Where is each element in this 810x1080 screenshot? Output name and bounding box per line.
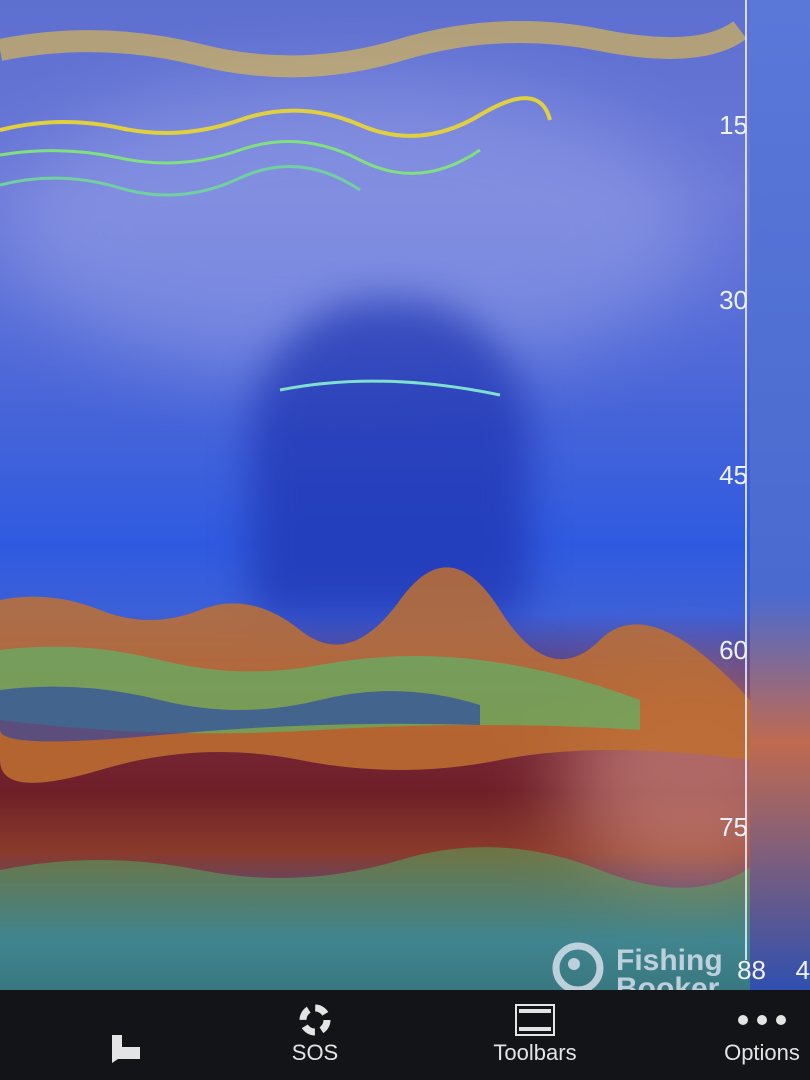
watermark-line1: Fishing [616, 944, 723, 977]
more-dots-icon [712, 1000, 810, 1040]
fish-arch [0, 140, 481, 175]
scale-label: 4 [795, 955, 810, 985]
waypoint-flag-icon [95, 1028, 155, 1068]
depth-label: 30 [719, 285, 748, 315]
fishingbooker-watermark: Fishing Booker [548, 940, 723, 990]
fish-arch [0, 96, 552, 138]
fishingbooker-logo-icon [552, 942, 604, 990]
options-label: Options [724, 1040, 800, 1065]
lifebuoy-icon [280, 1000, 350, 1040]
depth-label: 45 [719, 460, 748, 490]
options-button[interactable]: Options [712, 1000, 810, 1066]
sonar-display: 15 30 45 60 75 88 4 Fishing Booker [0, 0, 810, 990]
bottom-echo-layer [0, 686, 480, 742]
bottom-toolbar: SOS Toolbars Options [0, 990, 810, 1080]
lower-noise [0, 847, 760, 990]
sos-button[interactable]: SOS [280, 1000, 350, 1066]
depth-label: 60 [719, 635, 748, 665]
fish-arch [279, 379, 501, 397]
color-scale-bar [750, 0, 810, 990]
waypoint-button[interactable] [95, 1000, 155, 1068]
depth-label: 15 [719, 110, 748, 140]
surface-clutter [0, 20, 747, 78]
toolbars-label: Toolbars [493, 1040, 577, 1065]
fish-arch [0, 164, 361, 197]
toolbars-button[interactable]: Toolbars [480, 1000, 590, 1066]
depth-scale-line [745, 0, 747, 960]
watermark-line2: Booker [616, 972, 720, 991]
toolbars-icon [480, 1000, 590, 1040]
depth-label: 88 [737, 955, 766, 985]
reflection-shadow [250, 300, 530, 620]
sonar-echoes [0, 20, 760, 990]
depth-label: 75 [719, 812, 748, 842]
sos-label: SOS [291, 1040, 339, 1065]
